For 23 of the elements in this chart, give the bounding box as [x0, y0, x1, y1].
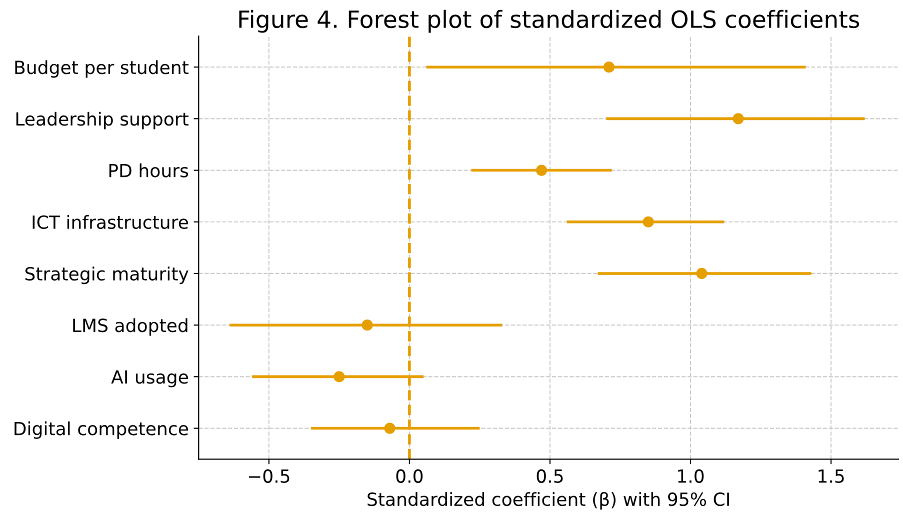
y-tick-label: AI usage	[111, 370, 188, 388]
point	[362, 320, 373, 331]
y-tick-label: LMS adopted	[73, 318, 188, 336]
point	[642, 216, 654, 228]
x-tick-label: 0.5	[536, 469, 563, 483]
point	[732, 113, 744, 124]
point	[536, 164, 548, 176]
y-tick-label: ICT infrastructure	[32, 215, 188, 229]
point	[384, 422, 396, 434]
point	[334, 371, 345, 382]
x-tick-label: −0.5	[248, 469, 290, 483]
y-tick-label: PD hours	[109, 163, 188, 178]
x-axis-title: Standardized coefficient (β) with 95% CI	[368, 492, 729, 510]
point	[696, 268, 708, 280]
x-tick-label: 0.0	[396, 469, 423, 483]
y-tick-label: Digital competence	[14, 421, 188, 439]
y-tick-label: Budget per student	[15, 60, 189, 78]
y-tick-label: Strategic maturity	[25, 266, 188, 284]
x-tick-label: 1.0	[678, 469, 704, 483]
chart-title: Figure 4. Forest plot of standardized OLS coefficients	[239, 10, 860, 33]
y-tick-label: Leadership support	[16, 112, 188, 130]
x-tick-label: 1.5	[818, 470, 844, 483]
point	[603, 62, 615, 73]
